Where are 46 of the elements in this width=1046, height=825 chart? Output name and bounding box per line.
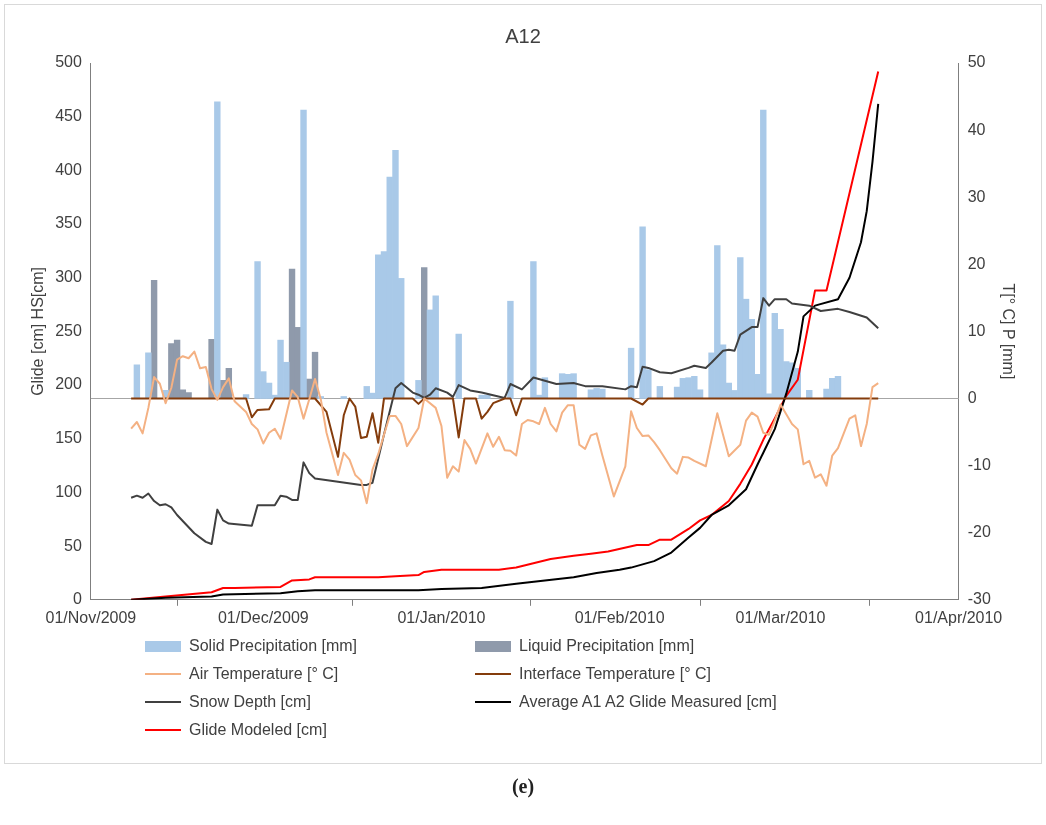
y-tick-label: 250 [55, 321, 82, 339]
y2-tick-label: 30 [967, 187, 986, 205]
text: (e) [510, 775, 536, 798]
legend-label: Snow Depth [cm] [189, 693, 311, 711]
bar [455, 333, 462, 399]
y-tick-label: 0 [72, 590, 82, 608]
bar [214, 101, 221, 399]
y-tick-label: 400 [55, 160, 82, 178]
y2-tick-label: 40 [967, 120, 986, 138]
y-tick-label: 100 [55, 482, 82, 500]
y-tick-label: 500 [55, 53, 82, 71]
legend-label: Solid Precipitation [mm] [189, 637, 358, 655]
x-tick-label: 01/Nov/2009 [45, 608, 137, 626]
y-tick-label: 200 [55, 375, 82, 393]
y-tick-label: 300 [55, 268, 82, 286]
x-tick-label: 01/Dec/2009 [217, 608, 309, 626]
x-tick-label: 01/Jan/2010 [397, 608, 486, 626]
x-tick-label: 01/Apr/2010 [915, 608, 1003, 626]
y2-tick-label: -20 [967, 523, 991, 541]
y2-tick-label: -30 [967, 590, 991, 608]
bar [288, 268, 296, 399]
bar [507, 300, 514, 399]
bar [340, 396, 347, 399]
legend-label: Interface Temperature [° C] [519, 665, 711, 683]
y2-tick-label: 50 [967, 53, 986, 71]
y-tick-label: 350 [55, 214, 82, 232]
bar [421, 267, 428, 399]
y2-tick-label: 20 [967, 254, 986, 272]
legend-label: Average A1 A2 Glide Measured [cm] [519, 693, 777, 711]
legend-label: Glide Modeled [cm] [189, 721, 327, 739]
bar [145, 352, 152, 399]
y-axis-title: Glide [cm] HS[cm] [29, 266, 47, 396]
bar [133, 364, 141, 399]
legend-label: Air Temperature [° C] [189, 665, 339, 683]
y2-axis-title: T[° C] P [mm] [999, 283, 1017, 380]
y2-tick-label: 10 [967, 321, 986, 339]
y2-tick-label: 0 [967, 388, 977, 406]
chart-title: A12 [505, 24, 541, 47]
x-tick-label: 01/Mar/2010 [735, 608, 826, 626]
x-tick-label: 01/Feb/2010 [574, 608, 665, 626]
legend-label: Liquid Precipitation [mm] [519, 637, 695, 655]
y-tick-label: 450 [55, 107, 82, 125]
y-tick-label: 150 [55, 429, 82, 447]
y-tick-label: 50 [64, 536, 82, 554]
bar [300, 109, 307, 399]
y2-tick-label: -10 [967, 456, 991, 474]
